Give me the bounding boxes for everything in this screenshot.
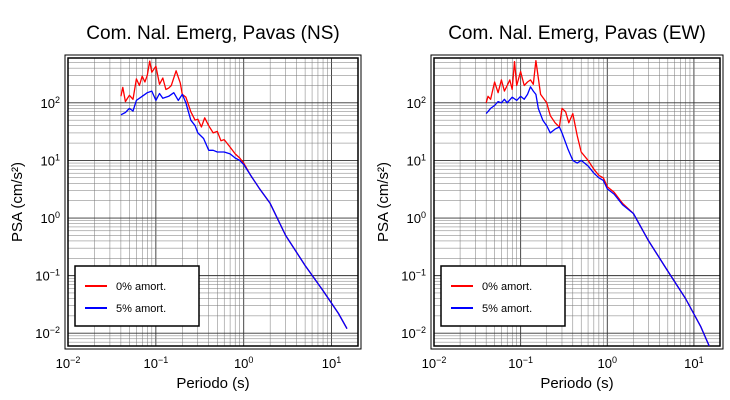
legend-label: 5% amort. [482,303,532,315]
plot-frame [433,57,721,347]
y-axis-label: PSA (cm/s²) [9,162,26,242]
x-tick-label: 100 [234,355,253,371]
y-axis-label: PSA (cm/s²) [375,162,392,242]
y-tick-label: 101 [407,152,426,168]
x-axis-label: Periodo (s) [176,375,249,392]
series-line-5pct [485,86,710,347]
legend-box [440,265,566,327]
series-line-0pct [485,59,710,347]
y-tick-label: 100 [407,210,426,226]
plot-frame [67,57,359,347]
x-tick-label: 101 [322,355,341,371]
legend-box [74,265,200,327]
x-tick-label: 101 [684,355,703,371]
y-tick-label: 102 [407,95,426,111]
legend: 0% amort. 5% amort. [74,265,200,327]
legend-label: 0% amort. [482,281,532,293]
y-tick-label: 10−2 [401,325,426,341]
x-tick-label: 100 [598,355,617,371]
x-tick-label: 10−1 [143,355,168,371]
y-tick-label: 10−1 [401,268,426,284]
x-tick-label: 10−1 [508,355,533,371]
plot-frame-outer [64,54,362,350]
x-tick-label: 10−2 [422,355,447,371]
y-tick-label: 10−2 [35,325,60,341]
series-line-5pct [120,90,348,330]
y-tick-label: 101 [41,152,60,168]
grid [433,57,721,347]
x-axis-label: Periodo (s) [540,375,613,392]
legend-label: 0% amort. [116,281,166,293]
chart-title: Com. Nal. Emerg, Pavas (NS) [86,23,339,44]
x-tick-label: 10−2 [56,355,81,371]
chart-title: Com. Nal. Emerg, Pavas (EW) [448,23,706,44]
legend-label: 5% amort. [116,303,166,315]
chart-panel-ns: Com. Nal. Emerg, Pavas (NS) 10−2 10−1 100 10… [9,23,362,392]
plot-frame-outer [430,54,724,350]
y-tick-label: 100 [41,210,60,226]
y-tick-label: 10−1 [35,268,60,284]
chart-panel-ew: Com. Nal. Emerg, Pavas (EW) 10−2 10−1 100 10… [375,23,724,392]
y-tick-label: 102 [41,95,60,111]
legend: 0% amort. 5% amort. [440,265,566,327]
